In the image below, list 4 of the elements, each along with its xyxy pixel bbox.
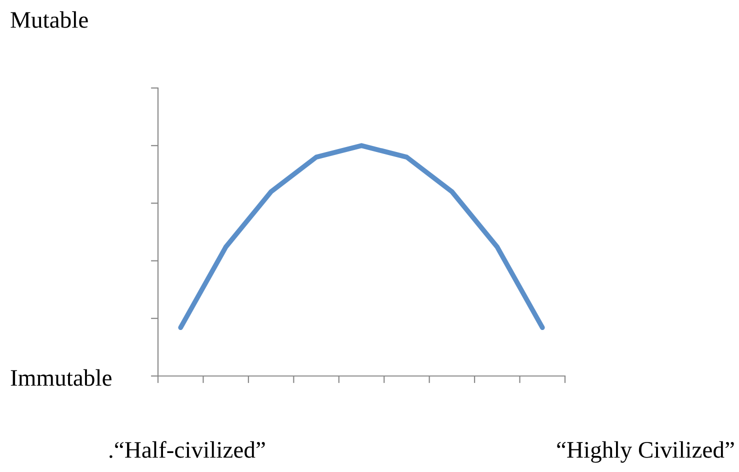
text: Immutable xyxy=(10,369,112,386)
text: .“Half-civilized” xyxy=(110,441,265,458)
text: Mutable xyxy=(10,11,88,28)
text: “Highly Civilized” xyxy=(557,441,734,463)
